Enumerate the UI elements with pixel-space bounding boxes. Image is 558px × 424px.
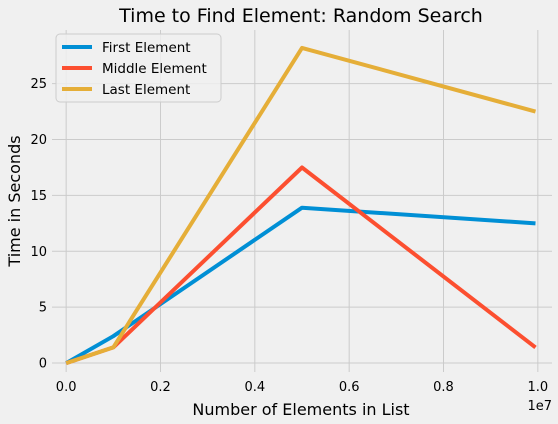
series-lines [65,45,537,365]
x-tick-label: 0.4 [244,380,265,395]
y-axis-ticks: 0 5 10 15 20 25 [30,77,47,371]
legend-box [55,33,222,103]
chart-title: Time to Find Element: Random Search [118,5,483,27]
y-axis-label: Time in Seconds [5,135,24,267]
series-line-3 [65,45,537,365]
y-tick-label: 5 [39,301,47,316]
legend-entry-label: Middle Element [102,61,207,77]
x-tick-label: 1.0 [528,380,549,395]
x-tick-label: 0.8 [433,380,454,395]
x-tick-label: 0.6 [339,380,360,395]
x-axis-label: Number of Elements in List [192,400,409,419]
legend: First Element Middle Element Last Element [55,33,222,103]
x-axis-ticks: 0.0 0.2 0.4 0.6 0.8 1.0 [56,380,548,395]
legend-entry-label: First Element [102,40,191,56]
y-tick-label: 0 [39,357,47,372]
series-line-1 [65,205,536,365]
y-tick-label: 25 [30,77,47,92]
x-axis-offset-label: 1e7 [527,399,552,414]
x-tick-label: 0.0 [56,380,77,395]
y-tick-label: 10 [30,245,47,260]
y-tick-label: 20 [30,133,47,148]
x-tick-label: 0.2 [150,380,171,395]
y-tick-label: 15 [30,189,47,204]
legend-entry-label: Last Element [102,82,190,98]
